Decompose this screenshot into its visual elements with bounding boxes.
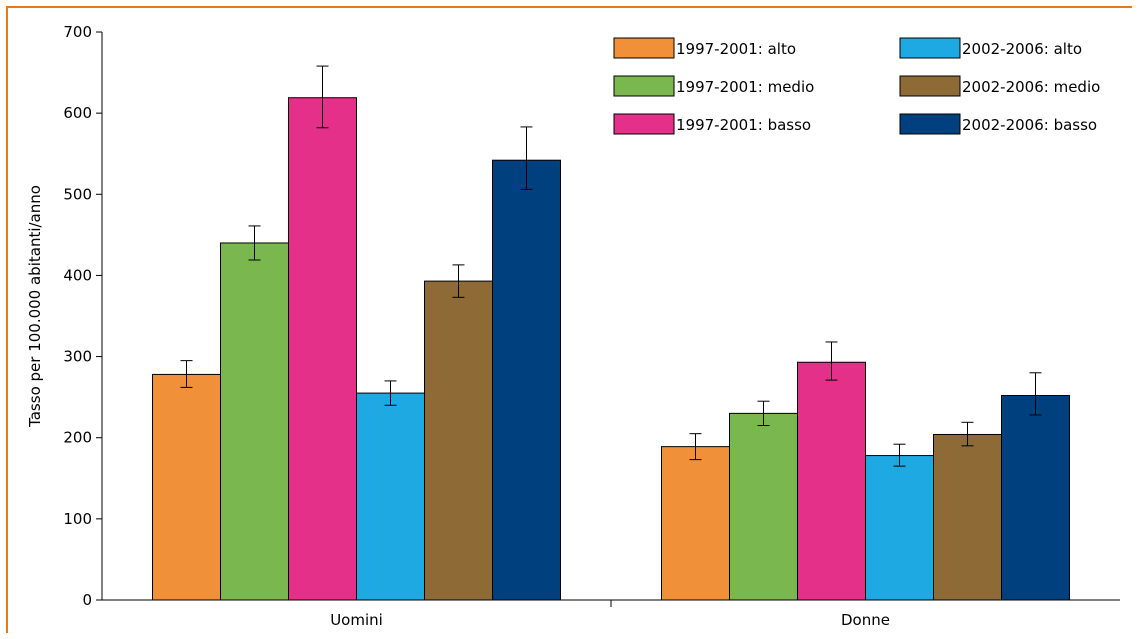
legend-label: 1997-2001: alto (676, 40, 796, 58)
y-tick-label: 600 (63, 104, 92, 122)
bar (661, 446, 730, 601)
legend-swatch (613, 37, 675, 59)
y-tick-label: 300 (63, 348, 92, 366)
legend-swatch (899, 75, 961, 97)
y-tick-label: 100 (63, 510, 92, 528)
bar (1001, 395, 1070, 601)
bars (152, 97, 1070, 601)
x-tick-label: Donne (841, 611, 890, 629)
y-tick-label: 0 (82, 591, 92, 609)
legend-swatch (899, 113, 961, 135)
axes: 0 100 200 300 400 500 600 700 Uomini Donne (63, 23, 1120, 629)
bar (933, 433, 1002, 601)
x-tick-label: Uomini (330, 611, 383, 629)
legend-label: 1997-2001: medio (676, 78, 814, 96)
y-tick-label: 700 (63, 23, 92, 41)
bar (288, 97, 357, 601)
y-tick-label: 400 (63, 266, 92, 284)
legend-swatch (613, 75, 675, 97)
legend-swatch (899, 37, 961, 59)
bar (220, 242, 289, 601)
legend-label: 2002-2006: alto (962, 40, 1082, 58)
legend: 1997-2001: alto 1997-2001: medio 1997-2001… (613, 37, 1100, 135)
bar (729, 412, 798, 601)
bar (424, 280, 493, 601)
legend-label: 2002-2006: medio (962, 78, 1100, 96)
error-bars (180, 65, 1042, 467)
bar (865, 455, 934, 601)
chart-frame (6, 6, 1132, 633)
y-axis-title: Tasso per 100.000 abitanti/anno (26, 185, 44, 428)
bar (492, 159, 561, 601)
legend-swatch (613, 113, 675, 135)
legend-label: 1997-2001: basso (676, 116, 811, 134)
y-tick-label: 200 (63, 429, 92, 447)
bar (356, 392, 425, 601)
bar (797, 361, 866, 601)
legend-label: 2002-2006: basso (962, 116, 1097, 134)
bar (152, 373, 221, 601)
y-tick-label: 500 (63, 185, 92, 203)
